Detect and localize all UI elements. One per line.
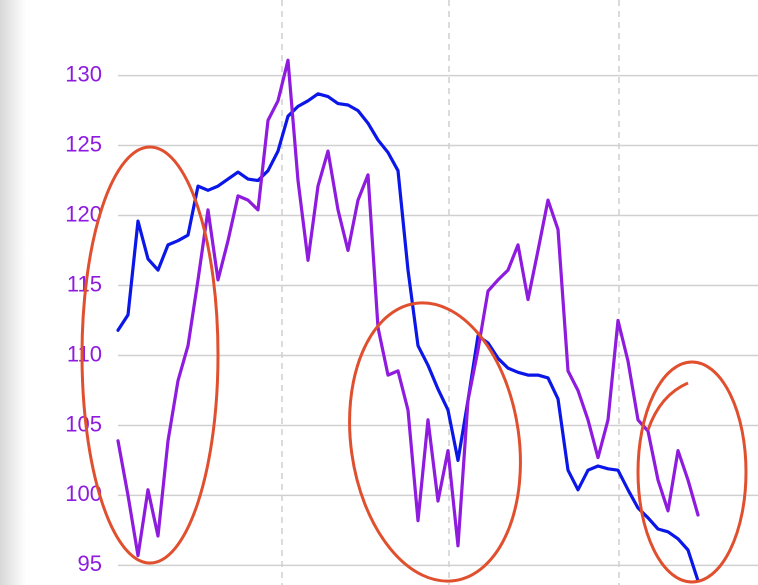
grid: [118, 74, 758, 567]
data-line: [116, 92, 700, 583]
vertical-guides: [281, 0, 620, 585]
screen-edge: [0, 0, 26, 585]
annotation-circle: [348, 301, 522, 583]
annotation-circle: [80, 145, 220, 565]
y-tick-label: 120: [65, 201, 102, 226]
data-line: [116, 58, 700, 558]
y-tick-label: 110: [67, 341, 102, 366]
plot: [116, 58, 700, 583]
hand-drawn-annotations: [80, 145, 748, 584]
annotation-circle: [636, 360, 748, 584]
annotation-stroke: [646, 381, 689, 431]
y-tick-label: 95: [78, 551, 102, 576]
y-tick-label: 130: [65, 61, 102, 86]
y-tick-label: 125: [65, 131, 102, 156]
